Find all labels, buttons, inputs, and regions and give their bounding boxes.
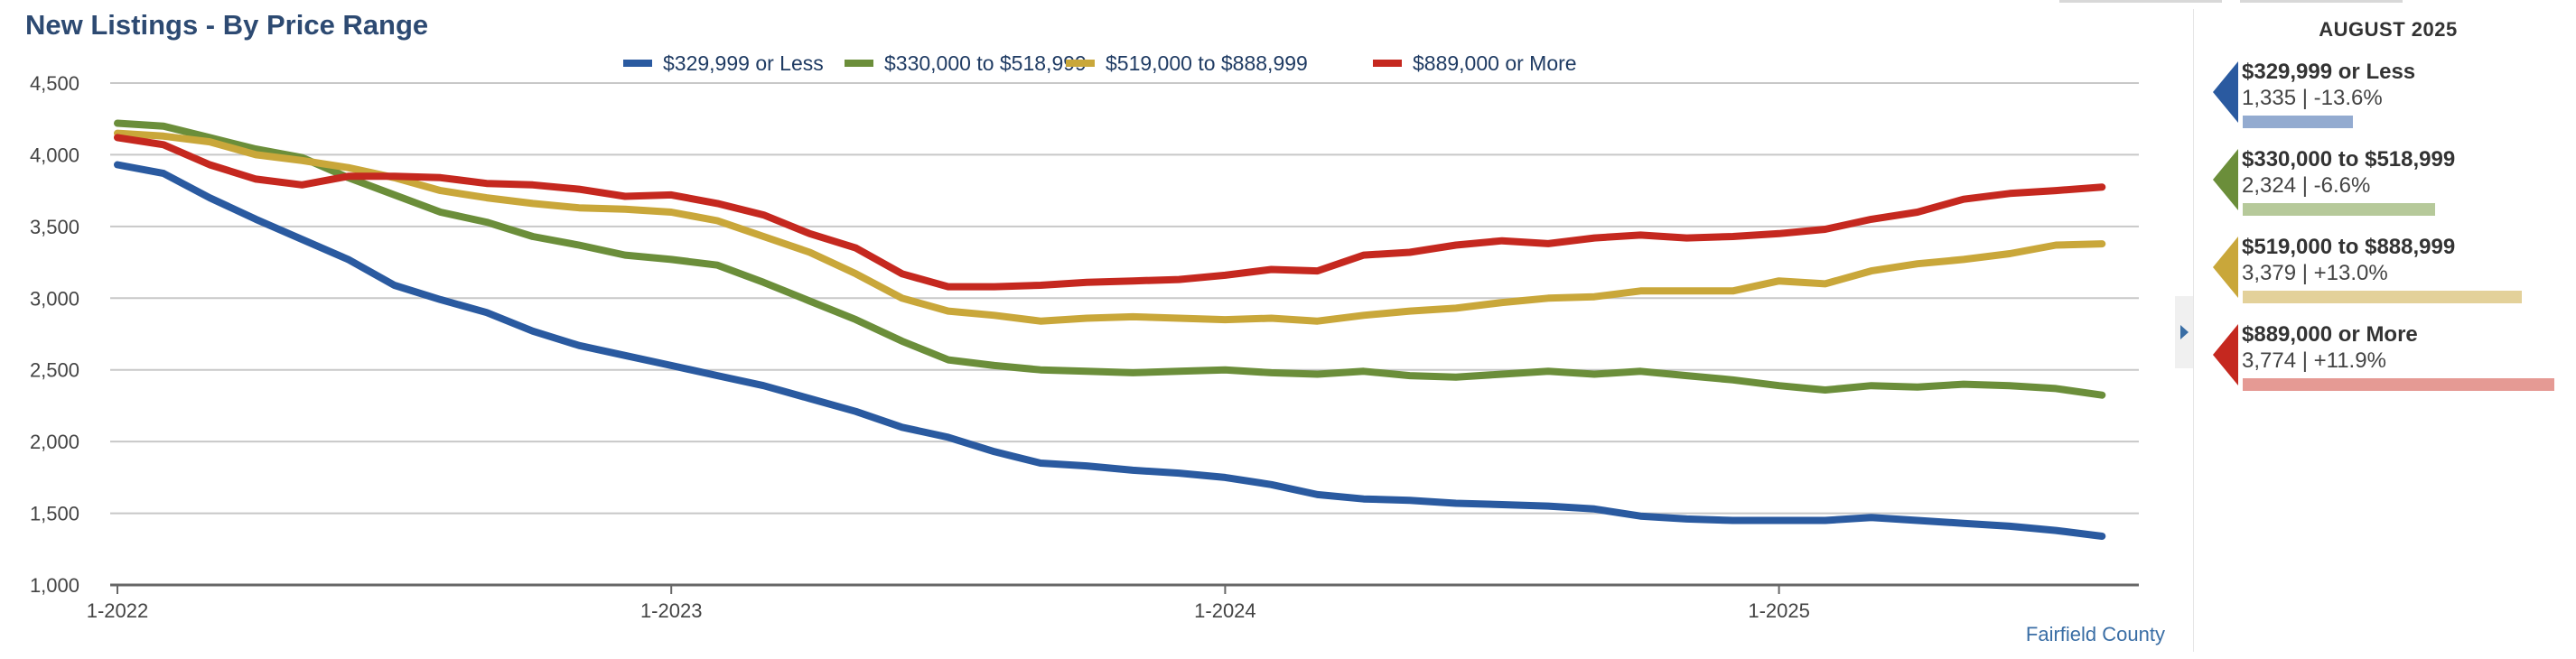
series-marker-icon [2213,149,2238,210]
tab-strip-1 [2059,0,2222,3]
region-label: Fairfield County [2025,623,2165,645]
legend-item-4[interactable]: $889,000 or More [1373,51,1577,75]
series-line-4 [114,134,2106,291]
axes: 1,000 1,500 2,000 2,500 3,000 3,500 4,000 4,500… [30,72,2139,622]
range-stat: 3,379 | +13.0% [2242,261,2388,285]
x-tick-label: 1-2023 [640,599,703,622]
range-card-330000-to-518999[interactable]: $330,000 to $518,999 2,324 | -6.6% [2200,147,2576,234]
summary-month-heading: AUGUST 2025 [2319,18,2458,41]
caret-right-icon [2180,325,2189,339]
range-card-329999-or-less[interactable]: $329,999 or Less 1,335 | -13.6% [2200,60,2576,146]
y-tick-label: 4,000 [30,144,79,166]
range-label: $519,000 to $888,999 [2242,235,2456,259]
range-label: $330,000 to $518,999 [2242,147,2456,172]
legend-item-2[interactable]: $330,000 to $518,999 [845,51,1087,75]
series-marker-icon [2213,237,2238,298]
series-line-3 [114,129,2106,325]
range-bar [2243,203,2435,216]
range-bar [2243,291,2522,303]
range-stat: 2,324 | -6.6% [2242,173,2371,198]
chart-title: New Listings - By Price Range [25,9,429,41]
x-tick-label: 1-2025 [1748,599,1810,622]
y-tick-label: 2,500 [30,359,79,382]
y-tick-label: 1,500 [30,503,79,525]
legend[interactable]: $329,999 or Less $330,000 to $518,999 $519… [623,51,1577,75]
y-tick-label: 3,000 [30,287,79,310]
range-stat: 3,774 | +11.9% [2242,348,2386,373]
range-label: $889,000 or More [2242,322,2418,347]
panel-divider [2193,9,2194,652]
y-tick-label: 2,000 [30,431,79,453]
legend-label: $889,000 or More [1413,51,1577,75]
series-marker-icon [2213,61,2238,123]
range-card-519000-to-888999[interactable]: $519,000 to $888,999 3,379 | +13.0% [2200,235,2576,321]
legend-item-3[interactable]: $519,000 to $888,999 [1066,51,1308,75]
legend-label: $519,000 to $888,999 [1106,51,1308,75]
series-line-1 [114,161,2106,540]
range-card-889000-or-more[interactable]: $889,000 or More 3,774 | +11.9% [2200,322,2576,409]
range-stat: 1,335 | -13.6% [2242,86,2383,110]
top-tabs [2059,0,2574,4]
line-chart: 1,000 1,500 2,000 2,500 3,000 3,500 4,000 4,500… [30,51,2139,622]
range-bar [2243,378,2554,391]
legend-item-1[interactable]: $329,999 or Less [623,51,824,75]
tab-strip-2 [2240,0,2403,3]
side-panel-toggle[interactable] [2175,296,2193,368]
series-lines [114,119,2106,540]
y-tick-label: 1,000 [30,574,79,597]
legend-label: $330,000 to $518,999 [884,51,1087,75]
range-bar [2243,116,2353,128]
y-tick-label: 4,500 [30,72,79,95]
series-line-2 [114,119,2106,399]
gridlines [110,82,2139,515]
summary-panel: AUGUST 2025 $329,999 or Less 1,335 | -13… [2200,0,2576,659]
y-tick-label: 3,500 [30,216,79,238]
x-tick-label: 1-2022 [87,599,149,622]
range-label: $329,999 or Less [2242,60,2416,84]
legend-label: $329,999 or Less [663,51,824,75]
series-marker-icon [2213,324,2238,385]
x-tick-label: 1-2024 [1194,599,1256,622]
